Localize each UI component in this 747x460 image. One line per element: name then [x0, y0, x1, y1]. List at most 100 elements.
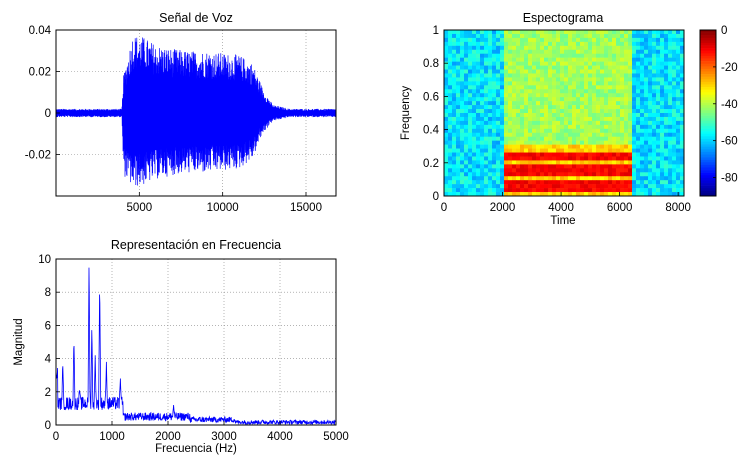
spectrogram-cell — [568, 192, 573, 197]
spectrogram-cell — [540, 41, 545, 47]
spectrogram-cell — [640, 192, 645, 197]
spectrogram-cell — [564, 164, 569, 169]
speech-signal-xticks: 5000 10000 15000 — [127, 192, 322, 214]
spectrogram-cell — [608, 37, 613, 43]
spectrogram-cell — [596, 140, 601, 145]
spectrogram-cell — [576, 85, 581, 90]
spectrogram-cell — [612, 188, 617, 193]
spectrogram-cell — [568, 152, 573, 157]
spectrogram-cell — [512, 164, 517, 169]
spectrogram-cell — [556, 97, 561, 102]
spectrogram-cell — [608, 132, 613, 138]
spectrogram-cell — [464, 45, 469, 51]
spectrogram-cell — [648, 69, 653, 74]
spectrogram-cell — [504, 45, 509, 51]
spectrogram-cell — [636, 136, 641, 141]
spectrogram-cell — [624, 124, 629, 130]
spectrogram-cell — [484, 120, 489, 126]
spectrogram-cell — [580, 69, 585, 74]
spectrogram-cell — [676, 152, 681, 157]
spectrogram-cell — [464, 192, 469, 197]
spectrogram-cell — [588, 53, 593, 58]
spectrogram-cell — [580, 33, 585, 39]
spectrogram-cell — [604, 120, 609, 126]
spectrogram-cell — [492, 65, 497, 70]
colorbar-segment — [700, 92, 716, 96]
spectrogram-cell — [652, 188, 657, 193]
spectrogram-cell — [572, 85, 577, 90]
spectrogram-cell — [596, 156, 601, 161]
spectrogram-cell — [584, 65, 589, 70]
spectrogram-cell — [452, 168, 457, 173]
spectrogram-cell — [608, 101, 613, 106]
spectrogram-cell — [544, 140, 549, 145]
spectrogram-cell — [552, 140, 557, 145]
spectrogram-cell — [452, 61, 457, 66]
spectrogram-cell — [576, 30, 581, 35]
spectrogram-cell — [532, 168, 537, 173]
speech-signal-yticks: 0.040.020-0.02 — [25, 25, 60, 162]
spectrogram-cell — [512, 109, 517, 114]
spectrogram-cell — [552, 57, 557, 62]
spectrogram-cell — [564, 97, 569, 102]
spectrogram-cell — [560, 49, 565, 55]
spectrogram-cell — [616, 164, 621, 169]
spectrogram-cell — [552, 61, 557, 66]
spectrogram-cell — [624, 136, 629, 141]
spectrogram-xtick-label: 8000 — [665, 202, 691, 214]
spectrogram-cell — [468, 109, 473, 114]
spectrogram-cell — [600, 144, 605, 149]
spectrogram-cell — [512, 77, 517, 82]
spectrogram-cell — [584, 128, 589, 134]
spectrogram-cell — [656, 140, 661, 145]
spectrogram-cell — [640, 93, 645, 98]
spectrogram-cell — [656, 41, 661, 47]
spectrogram-cell — [460, 113, 465, 118]
spectrogram-cell — [540, 172, 545, 177]
spectrogram-cell — [492, 116, 497, 122]
spectrogram-cell — [612, 105, 617, 110]
colorbar-segment — [700, 177, 716, 181]
spectrogram-cell — [480, 89, 485, 94]
spectrogram-cell — [480, 61, 485, 66]
spectrogram-cell — [544, 105, 549, 110]
spectrogram-cell — [576, 53, 581, 58]
spectrogram-cell — [456, 184, 461, 189]
spectrogram-cell — [504, 152, 509, 157]
spectrogram-cell — [656, 144, 661, 149]
spectrogram-cell — [588, 148, 593, 153]
spectrogram-cell — [532, 37, 537, 43]
spectrogram-cell — [588, 156, 593, 161]
spectrogram-cell — [476, 192, 481, 197]
spectrogram-cell — [552, 33, 557, 39]
spectrogram-cell — [604, 132, 609, 138]
spectrogram-cell — [616, 184, 621, 189]
spectrogram-cell — [488, 93, 493, 98]
spectrogram-cell — [644, 97, 649, 102]
spectrogram-cell — [548, 176, 553, 181]
spectrogram-cell — [560, 152, 565, 157]
spectrogram-cell — [552, 136, 557, 141]
spectrogram-cell — [540, 116, 545, 122]
spectrogram-cell — [576, 152, 581, 157]
spectrogram-cell — [680, 184, 685, 189]
spectrogram-cell — [600, 33, 605, 39]
spectrogram-cell — [588, 81, 593, 86]
spectrogram-cell — [512, 168, 517, 173]
spectrogram-cell — [584, 192, 589, 197]
spectrogram-cell — [548, 57, 553, 62]
spectrogram-cell — [460, 93, 465, 98]
spectrogram-cell — [532, 160, 537, 165]
speech-signal-trace — [55, 37, 337, 186]
spectrogram-cell — [472, 184, 477, 189]
spectrogram-cell — [628, 45, 633, 51]
spectrogram-cell — [560, 176, 565, 181]
spectrogram-cell — [464, 113, 469, 118]
spectrogram-cell — [472, 132, 477, 138]
spectrogram-cell — [568, 101, 573, 106]
spectrogram-cell — [492, 136, 497, 141]
spectrogram-cell — [596, 77, 601, 82]
spectrogram-cell — [512, 132, 517, 138]
spectrogram-cell — [668, 176, 673, 181]
spectrogram-cell — [608, 89, 613, 94]
